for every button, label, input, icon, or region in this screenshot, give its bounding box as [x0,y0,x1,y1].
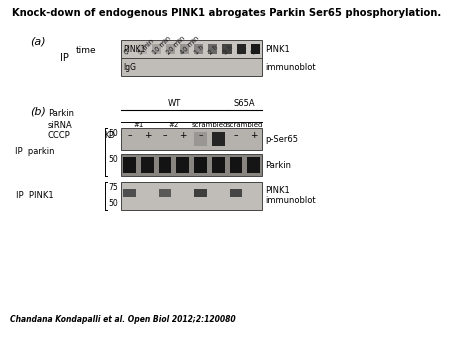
Text: 1 h: 1 h [194,44,205,56]
Text: 3 h: 3 h [222,44,234,56]
Bar [121,40,262,58]
Text: scrambled: scrambled [191,122,228,128]
Text: (a): (a) [30,36,46,46]
Text: KD: KD [104,131,115,141]
Bar [166,44,175,54]
Bar [152,44,161,54]
Bar [180,44,189,54]
Text: (b): (b) [30,106,46,116]
Bar [194,157,207,173]
Text: +: + [215,131,222,141]
Text: Chandana Kondapalli et al. Open Biol 2012;2:120080: Chandana Kondapalli et al. Open Biol 201… [9,315,235,324]
Text: 50: 50 [108,129,118,138]
Text: IP  parkin: IP parkin [15,147,55,156]
Bar [123,157,136,173]
Text: PINK1: PINK1 [266,186,290,195]
Bar [194,189,207,197]
Text: Parkin: Parkin [266,161,292,169]
Bar [212,132,225,146]
Bar [230,157,242,173]
Text: WT: WT [167,99,180,108]
Bar [123,189,136,197]
Text: –: – [163,131,167,141]
Text: immunoblot: immunoblot [266,63,316,72]
Text: PINK1: PINK1 [123,45,146,53]
Bar [212,157,225,173]
Text: Parkin: Parkin [48,110,74,119]
Bar [121,128,262,150]
Text: time: time [76,46,96,55]
Text: +: + [144,131,151,141]
Text: 20 min: 20 min [166,35,186,56]
Text: 10 min: 10 min [151,35,172,56]
Text: CCCP: CCCP [48,131,71,141]
Text: p-Ser65: p-Ser65 [266,135,299,144]
Bar [222,44,232,54]
Text: #1: #1 [133,122,144,128]
Text: PINK1: PINK1 [266,45,290,53]
Text: 6 h: 6 h [236,44,248,56]
Text: 9 h: 9 h [250,44,262,56]
Bar [237,44,246,54]
Text: S65A: S65A [234,99,256,108]
Text: Knock-down of endogenous PINK1 abrogates Parkin Ser65 phosphorylation.: Knock-down of endogenous PINK1 abrogates… [12,8,441,18]
Text: IgG: IgG [123,63,136,72]
Bar [159,189,171,197]
Bar [208,44,217,54]
Text: immunoblot: immunoblot [266,196,316,205]
Text: –: – [198,131,203,141]
Text: 50: 50 [108,199,118,208]
Text: –: – [234,131,238,141]
Bar [121,154,262,176]
Bar [230,189,242,197]
Bar [176,157,189,173]
Text: 2 h: 2 h [208,44,220,56]
Bar [138,44,147,54]
Text: #2: #2 [169,122,179,128]
Text: 40 min: 40 min [180,35,200,56]
Text: –: – [127,131,132,141]
Bar [247,157,260,173]
Text: 5 min: 5 min [137,38,155,56]
Bar [194,132,207,146]
Text: IP  PINK1: IP PINK1 [16,192,54,200]
Text: IP: IP [60,53,68,63]
Text: 50: 50 [108,155,118,164]
Bar [194,44,203,54]
Bar [121,58,262,76]
Bar [159,157,171,173]
Text: +: + [179,131,187,141]
Bar [141,157,154,173]
Text: 0: 0 [123,49,130,56]
Bar [121,182,262,210]
Bar [251,44,260,54]
Text: siRNA: siRNA [48,121,72,129]
Text: 75: 75 [108,183,118,192]
Text: +: + [250,131,257,141]
Text: scrambled: scrambled [226,122,263,128]
